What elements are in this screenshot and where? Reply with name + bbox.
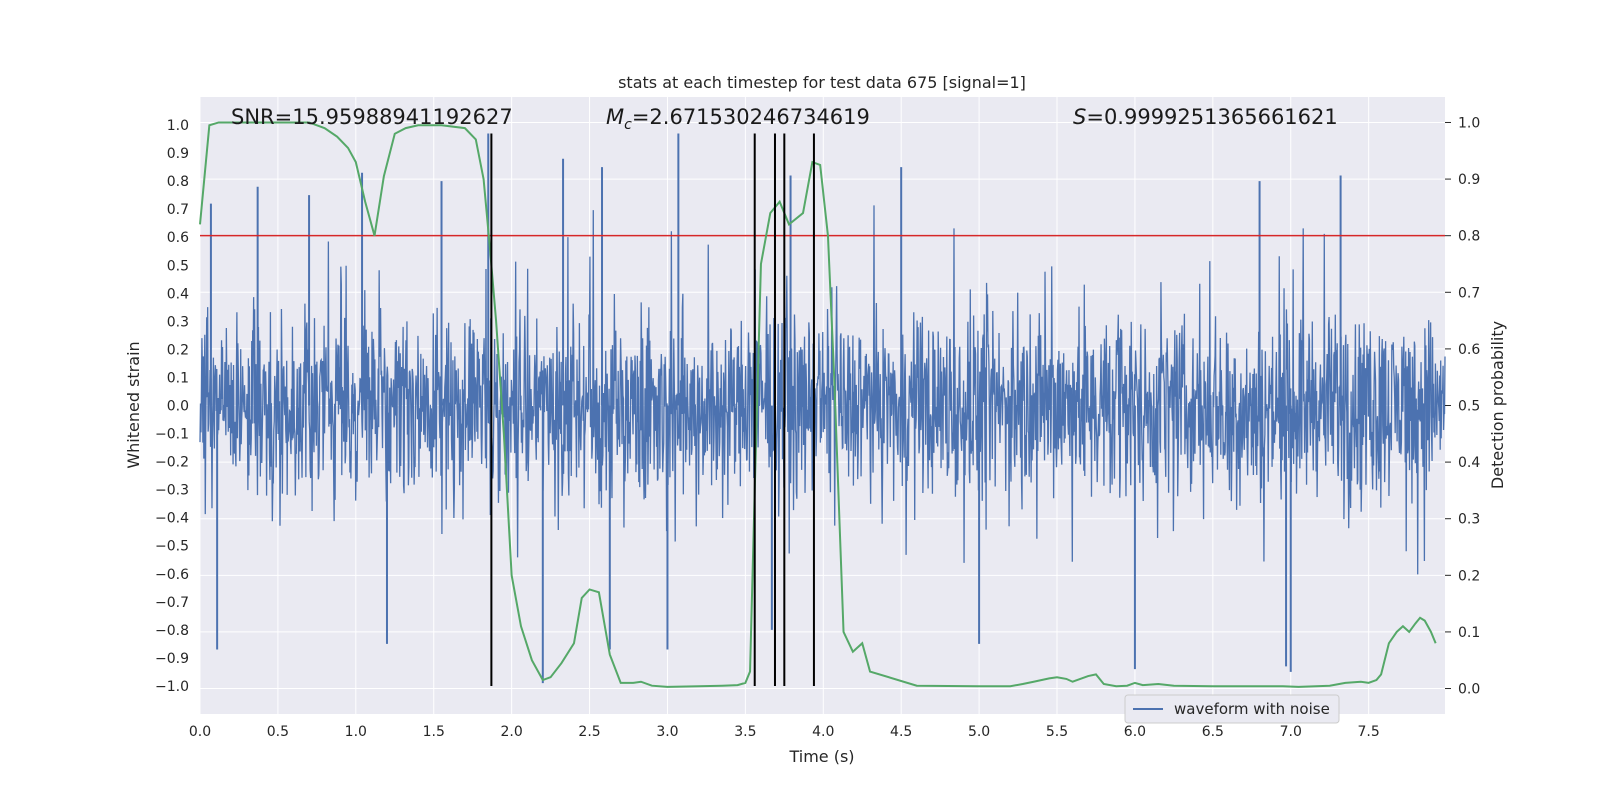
mc-subscript: c bbox=[624, 117, 632, 133]
x-tick-label: 2.0 bbox=[501, 724, 523, 740]
x-tick-label: 2.5 bbox=[578, 724, 600, 740]
y-left-tick-label: 0.0 bbox=[167, 399, 189, 415]
snr-annotation: SNR=15.95988941192627 bbox=[231, 105, 513, 129]
y-right-tick-label: 0.2 bbox=[1458, 568, 1480, 584]
mc-value: =2.671530246734619 bbox=[632, 105, 870, 129]
y-left-tick-label: 0.1 bbox=[167, 370, 189, 386]
y-left-tick-label: −1.0 bbox=[155, 679, 189, 695]
x-tick-label: 4.5 bbox=[890, 724, 912, 740]
chart-title: stats at each timestep for test data 675… bbox=[618, 73, 1026, 92]
y-left-tick-label: −0.8 bbox=[155, 623, 189, 639]
y-right-tick-label: 0.8 bbox=[1458, 229, 1480, 245]
x-tick-label: 7.5 bbox=[1358, 724, 1380, 740]
x-tick-label: 7.0 bbox=[1280, 724, 1302, 740]
s-symbol: S bbox=[1073, 105, 1086, 129]
y-left-tick-label: 0.5 bbox=[167, 258, 189, 274]
y-right-tick-label: 0.9 bbox=[1458, 172, 1480, 188]
waveform-line bbox=[199, 205, 1446, 575]
y-left-axis-ticks: 1.0 0.9 0.8 0.7 0.6 0.5 0.4 0.3 0.2 0.1 0.0 −0.1 −0.… bbox=[155, 118, 189, 695]
waveform-series bbox=[199, 133, 1446, 684]
y-left-tick-label: 0.8 bbox=[167, 174, 189, 190]
legend: waveform with noise bbox=[1124, 694, 1340, 724]
y-right-tick-label: 0.0 bbox=[1458, 682, 1480, 698]
y-left-tick-label: 0.9 bbox=[167, 146, 189, 162]
x-tick-label: 5.0 bbox=[968, 724, 990, 740]
y-left-axis-label: Whitened strain bbox=[124, 341, 143, 468]
y-left-tick-label: 0.2 bbox=[167, 342, 189, 358]
y-left-tick-label: −0.3 bbox=[155, 483, 189, 499]
chirp-mass-annotation: Mc=2.671530246734619 bbox=[606, 105, 870, 133]
x-tick-label: 1.0 bbox=[345, 724, 367, 740]
y-left-tick-label: −0.9 bbox=[155, 651, 189, 667]
y-right-axis-label: Detection probability bbox=[1488, 321, 1507, 489]
x-axis-ticks: 0.0 0.5 1.0 1.5 2.0 2.5 3.0 3.5 4.0 4.5 5.0 5.5 6.0 6… bbox=[189, 724, 1380, 740]
y-left-tick-label: −0.2 bbox=[155, 455, 189, 471]
y-left-tick-label: 1.0 bbox=[167, 118, 189, 134]
y-right-tick-label: 0.4 bbox=[1458, 455, 1480, 471]
y-left-tick-label: −0.4 bbox=[155, 511, 189, 527]
y-left-tick-label: −0.6 bbox=[155, 567, 189, 583]
y-right-tick-label: 0.7 bbox=[1458, 285, 1480, 301]
x-tick-label: 0.0 bbox=[189, 724, 211, 740]
y-right-axis-ticks: 1.0 0.9 0.8 0.7 0.6 0.5 0.4 0.3 0.2 0.1 0.0 bbox=[1445, 115, 1480, 698]
x-tick-label: 1.5 bbox=[423, 724, 445, 740]
y-left-tick-label: −0.7 bbox=[155, 595, 189, 611]
x-tick-label: 3.5 bbox=[734, 724, 756, 740]
y-right-tick-label: 0.6 bbox=[1458, 342, 1480, 358]
s-value: =0.9999251365661621 bbox=[1086, 105, 1337, 129]
y-right-tick-label: 0.5 bbox=[1458, 399, 1480, 415]
y-right-tick-label: 0.1 bbox=[1458, 625, 1480, 641]
x-tick-label: 4.0 bbox=[812, 724, 834, 740]
legend-box bbox=[1124, 694, 1340, 724]
x-tick-label: 3.0 bbox=[656, 724, 678, 740]
mc-symbol: M bbox=[606, 105, 624, 129]
y-right-tick-label: 1.0 bbox=[1458, 115, 1480, 131]
legend-label: waveform with noise bbox=[1174, 700, 1330, 718]
x-tick-label: 5.5 bbox=[1046, 724, 1068, 740]
x-axis-label: Time (s) bbox=[788, 747, 854, 766]
y-right-tick-label: 0.3 bbox=[1458, 512, 1480, 528]
y-left-tick-label: 0.4 bbox=[167, 286, 189, 302]
x-tick-label: 6.5 bbox=[1202, 724, 1224, 740]
y-left-tick-label: −0.5 bbox=[155, 539, 189, 555]
x-tick-label: 6.0 bbox=[1124, 724, 1146, 740]
x-tick-label: 0.5 bbox=[267, 724, 289, 740]
snr-statistic-annotation: S=0.9999251365661621 bbox=[1073, 105, 1338, 129]
y-left-tick-label: 0.6 bbox=[167, 230, 189, 246]
y-left-tick-label: −0.1 bbox=[155, 427, 189, 443]
event-markers bbox=[490, 133, 815, 686]
y-left-tick-label: 0.7 bbox=[167, 202, 189, 218]
y-left-tick-label: 0.3 bbox=[167, 314, 189, 330]
